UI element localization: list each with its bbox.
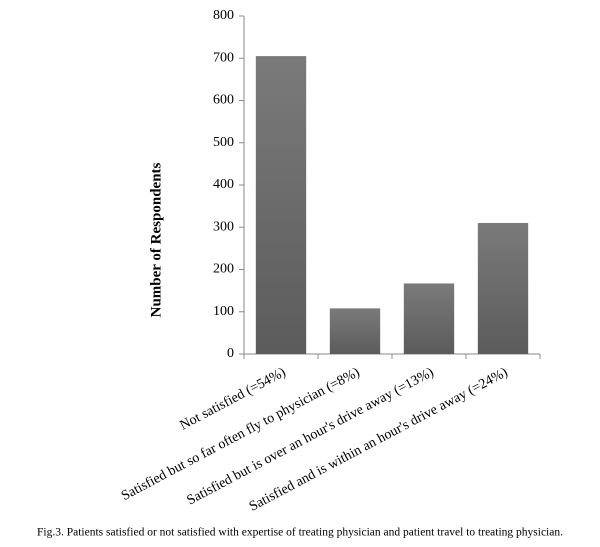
y-tick-label: 500: [213, 135, 234, 150]
bar-shade: [403, 283, 455, 354]
y-tick-label: 800: [213, 8, 234, 23]
y-tick-label: 0: [227, 346, 234, 361]
y-tick-label: 100: [213, 304, 234, 319]
y-tick-label: 300: [213, 219, 234, 234]
bar-shade: [329, 308, 381, 354]
y-tick-label: 400: [213, 177, 234, 192]
x-tick-label: Satisfied and is within an hour's drive …: [247, 365, 511, 515]
y-tick-label: 200: [213, 262, 234, 277]
bar-shade: [255, 56, 307, 354]
y-tick-label: 600: [213, 93, 234, 108]
y-tick-label: 700: [213, 50, 234, 65]
caption: Fig.3. Patients satisfied or not satisfi…: [37, 527, 563, 539]
y-axis-label: Number of Respondents: [148, 162, 164, 317]
bar-shade: [477, 223, 529, 354]
